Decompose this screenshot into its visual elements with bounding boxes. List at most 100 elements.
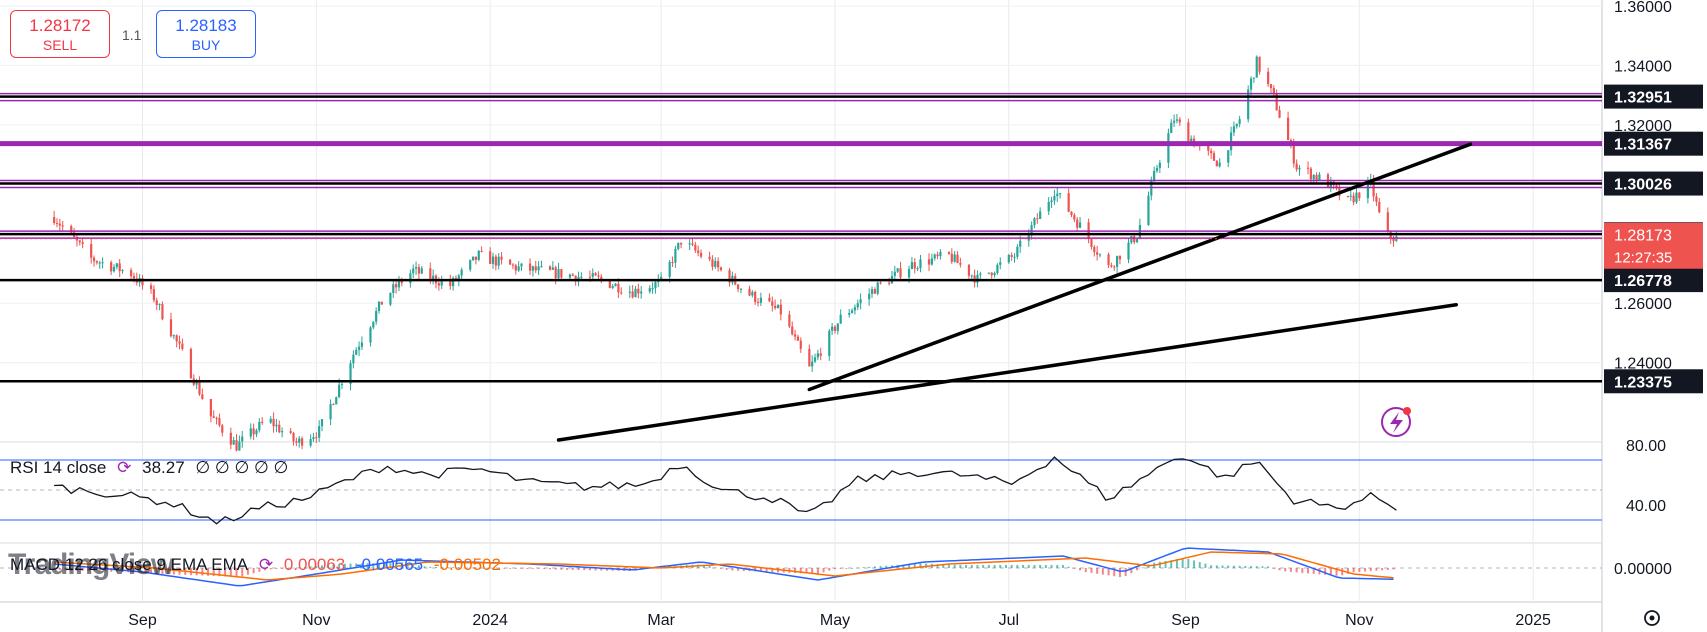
macd-hist-bar xyxy=(440,567,443,568)
candle-body xyxy=(452,277,455,287)
macd-hist-bar xyxy=(1238,565,1241,568)
candle-body xyxy=(1358,192,1361,199)
macd-hist-bar xyxy=(1056,564,1059,568)
candle-body xyxy=(1309,168,1312,180)
candle-body xyxy=(369,327,372,343)
candle-body xyxy=(1013,256,1016,258)
candle-body xyxy=(557,269,560,279)
candle-body xyxy=(816,353,819,358)
macd-hist-bar xyxy=(349,563,352,568)
candle-body xyxy=(1130,236,1133,243)
candle-body xyxy=(289,431,292,433)
buy-label: BUY xyxy=(191,37,221,53)
macd-hist-bar xyxy=(1187,558,1190,568)
candle-body xyxy=(1392,238,1395,242)
candle-body xyxy=(1178,119,1181,123)
candle-body xyxy=(269,418,272,423)
level-price-label: 1.32951 xyxy=(1614,90,1672,107)
macd-hist-bar xyxy=(104,568,107,572)
macd-hist-bar xyxy=(993,564,996,568)
settings-icon[interactable]: ⟳ xyxy=(117,458,132,477)
candle-body xyxy=(591,273,594,277)
macd-hist-bar xyxy=(1004,564,1007,568)
macd-hist-bar xyxy=(315,565,318,568)
macd-hist-bar xyxy=(1358,568,1361,572)
settings-icon[interactable]: ⟳ xyxy=(258,555,274,574)
candle-body xyxy=(1135,238,1139,243)
macd-hist-bar xyxy=(212,568,215,576)
candle-body xyxy=(819,353,822,356)
macd-hist-bar xyxy=(207,568,210,576)
candle-body xyxy=(281,431,284,433)
macd-hist-bar xyxy=(480,567,483,569)
macd-hist-bar xyxy=(987,564,990,568)
candle-body xyxy=(688,243,691,245)
candle-body xyxy=(261,421,264,423)
macd-hist-bar xyxy=(1369,568,1372,572)
buy-price: 1.28183 xyxy=(175,16,237,35)
macd-hist-bar xyxy=(1381,568,1384,571)
macd-hist-bar xyxy=(605,568,608,571)
candle-body xyxy=(278,424,281,433)
macd-hist-bar xyxy=(1164,560,1167,568)
candle-body xyxy=(1167,133,1170,163)
chart-settings-icon-ring xyxy=(1644,610,1660,626)
candle-body xyxy=(608,279,611,288)
candle-body xyxy=(953,254,956,262)
macd-hist-bar xyxy=(560,568,563,570)
candle-body xyxy=(352,354,355,364)
macd-hist-bar xyxy=(1284,568,1287,572)
lightning-icon-ring xyxy=(1381,407,1411,437)
candle-body xyxy=(717,261,720,268)
candle-body xyxy=(1016,246,1019,257)
candle-body xyxy=(776,304,780,308)
macd-hist-bar xyxy=(942,564,945,568)
macd-hist-bar xyxy=(1107,568,1110,576)
macd-legend-v2: -0.00565 xyxy=(356,555,424,574)
macd-hist-bar xyxy=(474,567,477,569)
macd-hist-bar xyxy=(378,562,381,568)
candle-body xyxy=(275,424,278,427)
candle-body xyxy=(509,259,512,265)
lightning-icon xyxy=(1381,407,1411,437)
candle-body xyxy=(112,267,116,272)
candle-body xyxy=(1116,255,1119,267)
candle-body xyxy=(255,430,258,435)
candle-body xyxy=(628,291,631,293)
macd-hist-bar xyxy=(1118,568,1121,578)
macd-hist-bar xyxy=(1329,568,1332,576)
macd-hist-bar xyxy=(224,568,227,577)
trendline xyxy=(556,302,1458,442)
candle-body xyxy=(440,280,443,286)
macd-hist-bar xyxy=(742,568,745,571)
candle-body xyxy=(654,282,657,289)
sell-button[interactable]: 1.28172 SELL xyxy=(10,10,110,58)
candle-body xyxy=(1187,122,1190,142)
candle-body xyxy=(1175,119,1179,121)
x-tick-label: 2024 xyxy=(472,612,508,629)
candle-body xyxy=(169,319,173,337)
macd-hist-bar xyxy=(1090,568,1093,573)
candle-body xyxy=(1286,117,1290,141)
candle-body xyxy=(1355,192,1358,203)
macd-hist-bar xyxy=(594,568,597,571)
macd-hist-bar xyxy=(457,567,460,569)
macd-hist-bar xyxy=(1033,564,1036,568)
macd-legend[interactable]: MACD 12 26 close 9 EMA EMA ⟳ 0.00063 -0.… xyxy=(10,555,507,575)
macd-hist-bar xyxy=(1096,568,1099,574)
macd-hist-bar xyxy=(58,568,61,571)
candle-body xyxy=(1039,211,1042,219)
candle-body xyxy=(1232,126,1236,133)
candle-body xyxy=(876,282,879,294)
buy-button[interactable]: 1.28183 BUY xyxy=(156,10,256,58)
candle-body xyxy=(976,274,979,283)
rsi-legend[interactable]: RSI 14 close ⟳ 38.27 ∅ ∅ ∅ ∅ ∅ xyxy=(10,458,294,478)
macd-hist-bar xyxy=(970,564,973,568)
macd-hist-bar xyxy=(999,564,1002,568)
macd-hist-bar xyxy=(218,568,221,577)
macd-hist-bar xyxy=(1324,568,1327,575)
candle-body xyxy=(295,441,298,443)
candle-body xyxy=(848,312,851,315)
candle-body xyxy=(648,288,651,292)
